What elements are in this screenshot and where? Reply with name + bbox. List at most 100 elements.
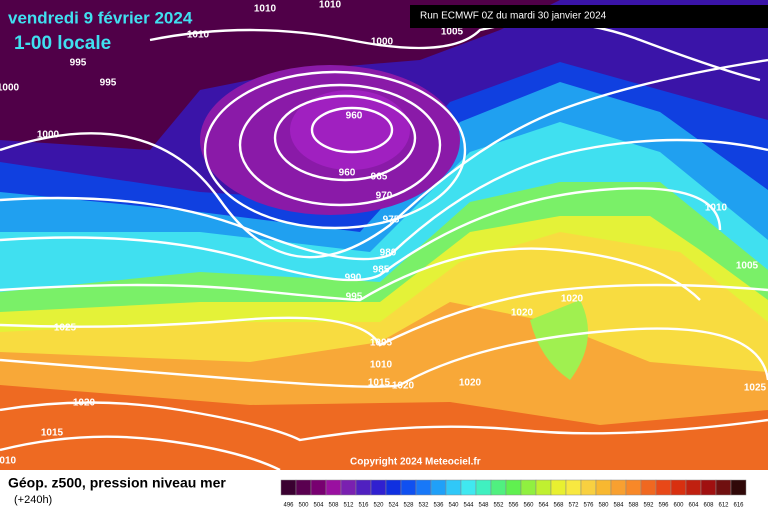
scale-swatch [310, 479, 327, 496]
scale-swatch [385, 479, 402, 496]
isobar-labels: 1010 1010 1010 1005 1000 995 995 1000 1000 960 960… [0, 0, 767, 467]
scale-swatch [550, 479, 567, 496]
scale-label: 592 [643, 503, 654, 509]
isobar-label: 1015 [41, 428, 64, 439]
color-bands [0, 0, 768, 470]
scale-swatch [520, 479, 537, 496]
isobar-label: 1000 [0, 83, 20, 94]
scale-swatch [700, 479, 717, 496]
scale-label: 548 [478, 503, 489, 509]
scale-label: 596 [658, 503, 669, 509]
scale-label: 604 [688, 503, 699, 509]
scale-label: 556 [508, 503, 519, 509]
isobar-label: 995 [70, 58, 87, 69]
isobars [0, 20, 768, 472]
scale-label: 608 [703, 503, 714, 509]
scale-label: 612 [718, 503, 729, 509]
scale-swatch [490, 479, 507, 496]
scale-label: 520 [373, 503, 384, 509]
scale-label: 584 [613, 503, 624, 509]
isobar-label: 985 [373, 265, 390, 276]
isobar-label: 965 [371, 172, 388, 183]
scale-swatch [295, 479, 312, 496]
scale-label: 512 [343, 503, 354, 509]
isobar-label: 1005 [370, 338, 393, 349]
isobar-label: 1010 [187, 30, 210, 41]
scale-label: 524 [388, 503, 399, 509]
scale-swatch [460, 479, 477, 496]
footer-lead: (+240h) [14, 494, 52, 506]
isobar-label: 960 [339, 168, 356, 179]
scale-swatch [610, 479, 627, 496]
isobar-label: 1000 [371, 37, 394, 48]
color-scale: 496 500 504 508 512 516 520 524 528 532 536 540 544 5… [280, 479, 747, 509]
scale-swatch [685, 479, 702, 496]
scale-swatch [655, 479, 672, 496]
isobar-label: 1010 [319, 0, 342, 11]
isobar-label: 980 [380, 248, 397, 259]
scale-label: 536 [433, 503, 444, 509]
scale-swatch [535, 479, 552, 496]
scale-label: 504 [313, 503, 324, 509]
scale-label: 564 [538, 503, 549, 509]
scale-swatch [415, 479, 432, 496]
scale-label: 544 [463, 503, 474, 509]
scale-label: 576 [583, 503, 594, 509]
isobar-label: 1025 [54, 323, 77, 334]
scale-label: 588 [628, 503, 639, 509]
scale-label: 516 [358, 503, 369, 509]
scale-swatch [565, 479, 582, 496]
scale-swatch [670, 479, 687, 496]
run-box [410, 5, 768, 28]
scale-swatch [715, 479, 732, 496]
scale-swatch [625, 479, 642, 496]
forecast-time: 1-00 locale [14, 33, 111, 54]
scale-label: 568 [553, 503, 564, 509]
isobar-label: 1020 [511, 308, 534, 319]
scale-swatch [595, 479, 612, 496]
scale-swatch [370, 479, 387, 496]
isobar-label: 1010 [370, 360, 393, 371]
isobar-label: 990 [345, 273, 362, 284]
scale-swatch [445, 479, 462, 496]
scale-label: 528 [403, 503, 414, 509]
isobar-label: 975 [383, 215, 400, 226]
scale-label: 500 [298, 503, 309, 509]
scale-swatch [475, 479, 492, 496]
scale-swatch [505, 479, 522, 496]
copyright: Copyright 2024 Meteociel.fr [350, 457, 481, 468]
scale-label: 508 [328, 503, 339, 509]
scale-swatch [355, 479, 372, 496]
isobar-label: 1005 [441, 27, 464, 38]
scale-label: 600 [673, 503, 684, 509]
isobar-label: 1020 [392, 381, 415, 392]
scale-label: 572 [568, 503, 579, 509]
isobar-label: 1010 [705, 203, 728, 214]
isobar-label: 995 [346, 292, 363, 303]
isobar-label: 1005 [736, 261, 759, 272]
scale-swatch [640, 479, 657, 496]
scale-label: 616 [733, 503, 744, 509]
isobar-label: 1015 [368, 378, 391, 389]
isobar-label: 995 [100, 78, 117, 89]
scale-swatch [430, 479, 447, 496]
isobar-label: 1000 [37, 130, 60, 141]
isobar-label: 1020 [561, 294, 584, 305]
footer-title: Géop. z500, pression niveau mer [8, 475, 226, 491]
scale-swatch [400, 479, 417, 496]
scale-label: 496 [283, 503, 294, 509]
scale-label: 560 [523, 503, 534, 509]
scale-label: 580 [598, 503, 609, 509]
isobar-label: 1025 [744, 383, 767, 394]
isobar-label: 1010 [0, 456, 17, 467]
run-info: Run ECMWF 0Z du mardi 30 janvier 2024 [420, 11, 607, 22]
isobar-label: 960 [346, 111, 363, 122]
scale-label: 540 [448, 503, 459, 509]
forecast-date: vendredi 9 février 2024 [8, 8, 193, 27]
isobar-label: 970 [376, 191, 393, 202]
scale-label: 532 [418, 503, 429, 509]
scale-swatch [580, 479, 597, 496]
isobar-label: 1020 [459, 378, 482, 389]
scale-label: 552 [493, 503, 504, 509]
